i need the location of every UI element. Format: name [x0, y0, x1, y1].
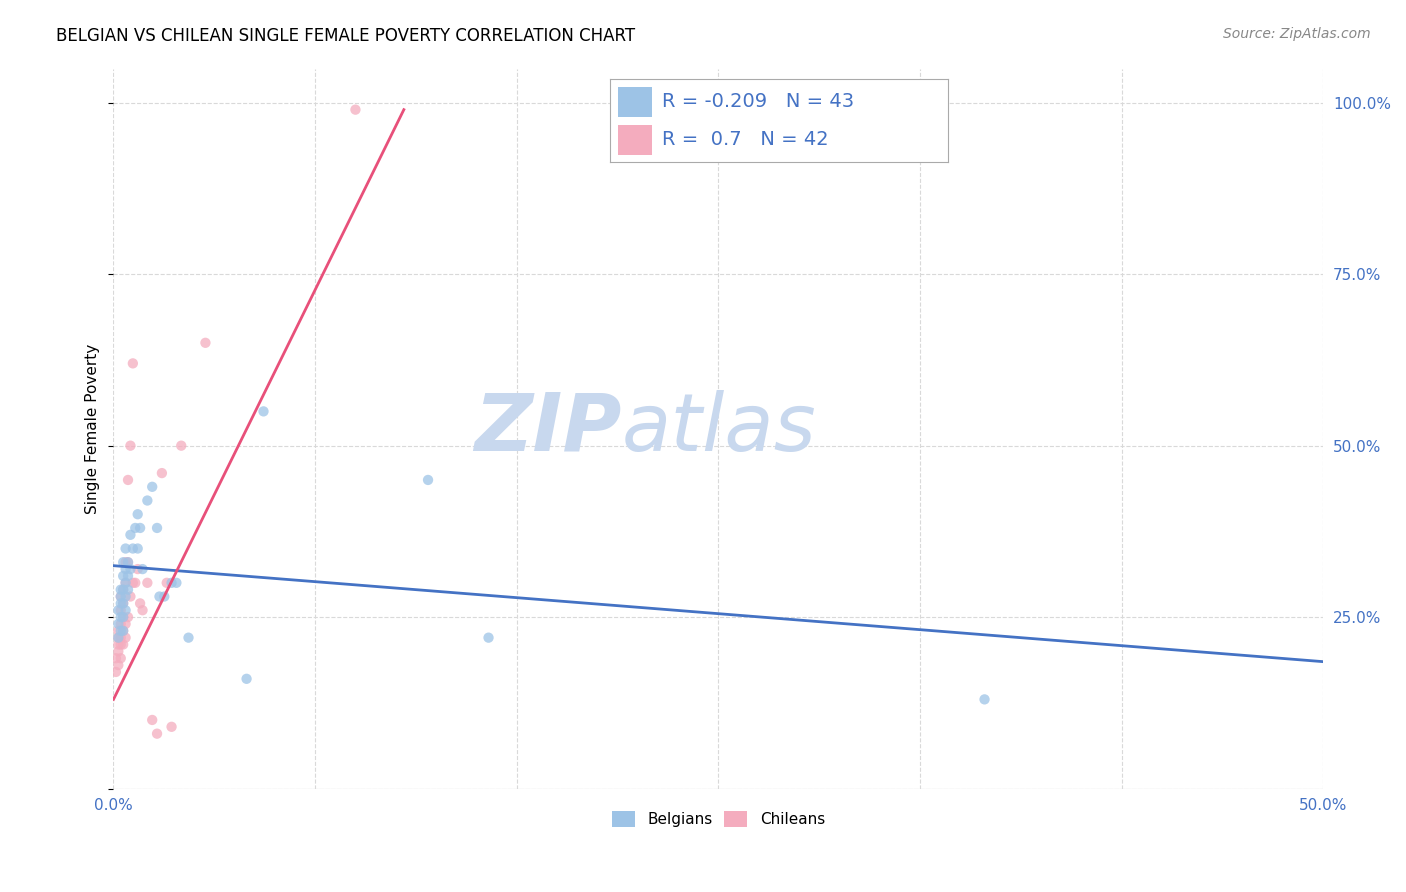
Point [114, 590, 136, 604]
Text: ZIP: ZIP [474, 390, 621, 467]
Y-axis label: Single Female Poverty: Single Female Poverty [86, 343, 100, 514]
Text: Source: ZipAtlas.com: Source: ZipAtlas.com [1223, 27, 1371, 41]
Point [121, 541, 143, 556]
Point [114, 631, 136, 645]
Point [110, 651, 132, 665]
Point [110, 590, 132, 604]
Point [973, 692, 995, 706]
Point [120, 528, 142, 542]
Point [107, 658, 129, 673]
Point [141, 480, 163, 494]
Point [131, 562, 153, 576]
Point [153, 590, 176, 604]
Point [114, 603, 136, 617]
Point [110, 638, 132, 652]
Point [160, 720, 183, 734]
Point [177, 631, 200, 645]
Point [117, 555, 139, 569]
Point [127, 541, 149, 556]
Point [112, 555, 135, 569]
Point [107, 638, 129, 652]
Point [194, 335, 217, 350]
Point [117, 610, 139, 624]
Point [120, 590, 142, 604]
Point [110, 624, 132, 638]
Point [110, 582, 132, 597]
Point [110, 631, 132, 645]
Point [165, 575, 187, 590]
Point [146, 726, 169, 740]
Point [477, 631, 499, 645]
Point [136, 575, 159, 590]
Point [114, 616, 136, 631]
Point [416, 473, 439, 487]
Point [107, 631, 129, 645]
Point [124, 521, 146, 535]
Point [124, 575, 146, 590]
Point [107, 644, 129, 658]
Point [120, 562, 142, 576]
Point [129, 596, 152, 610]
Point [117, 473, 139, 487]
Point [121, 575, 143, 590]
Point [114, 575, 136, 590]
Point [344, 103, 367, 117]
Point [104, 665, 127, 679]
Point [112, 610, 135, 624]
Point [235, 672, 257, 686]
Point [252, 404, 274, 418]
Point [112, 610, 135, 624]
Point [148, 590, 170, 604]
Point [112, 582, 135, 597]
Point [107, 616, 129, 631]
Point [117, 582, 139, 597]
Point [112, 638, 135, 652]
Point [127, 507, 149, 521]
Point [110, 616, 132, 631]
Point [156, 575, 179, 590]
Point [110, 610, 132, 624]
Point [150, 466, 173, 480]
Text: BELGIAN VS CHILEAN SINGLE FEMALE POVERTY CORRELATION CHART: BELGIAN VS CHILEAN SINGLE FEMALE POVERTY… [56, 27, 636, 45]
Point [136, 493, 159, 508]
Point [114, 562, 136, 576]
Point [110, 603, 132, 617]
Legend: Belgians, Chileans: Belgians, Chileans [605, 804, 832, 835]
Point [121, 356, 143, 370]
Point [107, 631, 129, 645]
Point [112, 596, 135, 610]
Point [104, 651, 127, 665]
Point [129, 521, 152, 535]
Point [110, 590, 132, 604]
Point [112, 624, 135, 638]
Point [114, 555, 136, 569]
Point [107, 603, 129, 617]
Point [117, 569, 139, 583]
Point [117, 555, 139, 569]
Point [107, 624, 129, 638]
Text: atlas: atlas [621, 390, 817, 467]
Point [160, 575, 183, 590]
Point [110, 596, 132, 610]
Point [112, 624, 135, 638]
Point [120, 439, 142, 453]
Point [146, 521, 169, 535]
Point [114, 575, 136, 590]
Point [112, 582, 135, 597]
Point [131, 603, 153, 617]
Point [112, 569, 135, 583]
Point [127, 562, 149, 576]
Point [112, 596, 135, 610]
Point [170, 439, 193, 453]
Point [114, 541, 136, 556]
Point [141, 713, 163, 727]
